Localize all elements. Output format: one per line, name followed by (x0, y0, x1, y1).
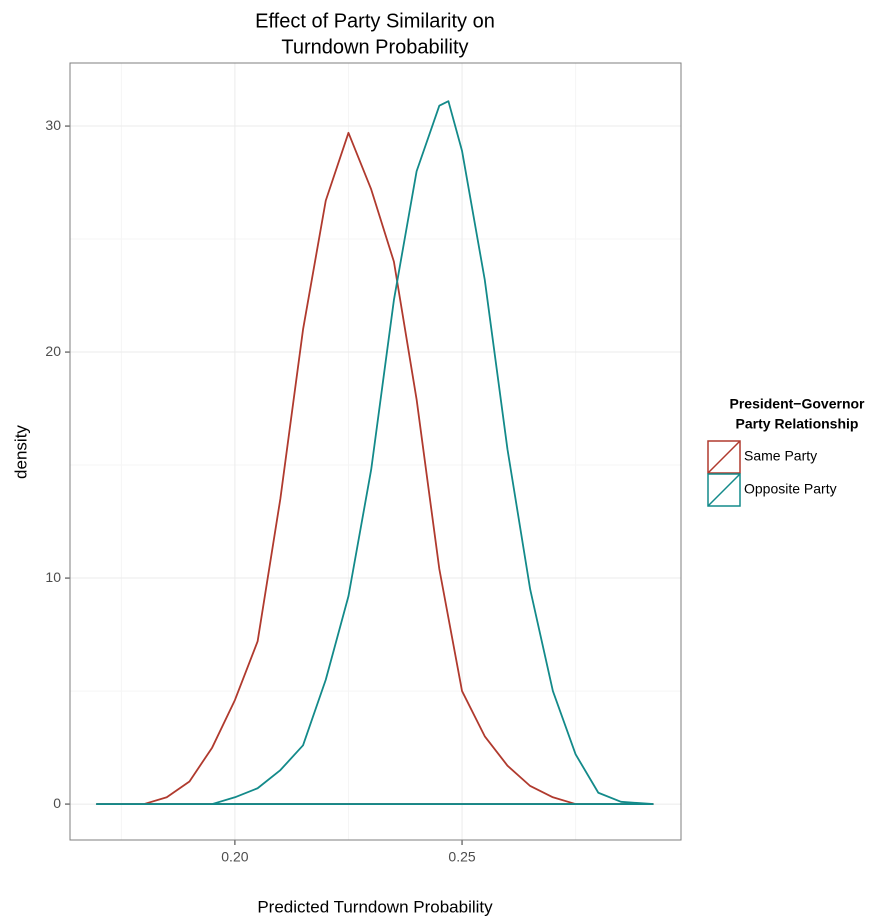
legend-key-line (707, 440, 741, 474)
legend-key-line (707, 473, 741, 507)
legend-title: President−Governor (730, 396, 866, 412)
y-axis-title: density (11, 425, 30, 479)
chart-title: Effect of Party Similarity on (255, 10, 495, 32)
x-tick-label: 0.20 (221, 849, 248, 865)
y-tick-label: 20 (45, 343, 61, 359)
legend-label: Opposite Party (744, 481, 837, 497)
plot-border (69, 62, 682, 841)
y-tick-label: 10 (45, 569, 61, 585)
legend-title: Party Relationship (736, 416, 859, 432)
density-curve (95, 100, 654, 805)
x-tick-label: 0.25 (448, 849, 475, 865)
density-curve (95, 131, 654, 805)
x-axis-title: Predicted Turndown Probability (257, 897, 493, 916)
legend-label: Same Party (744, 448, 817, 464)
chart-title: Turndown Probability (281, 36, 468, 58)
plot-background (70, 63, 681, 840)
y-tick-label: 30 (45, 117, 61, 133)
y-tick-label: 0 (53, 795, 61, 811)
